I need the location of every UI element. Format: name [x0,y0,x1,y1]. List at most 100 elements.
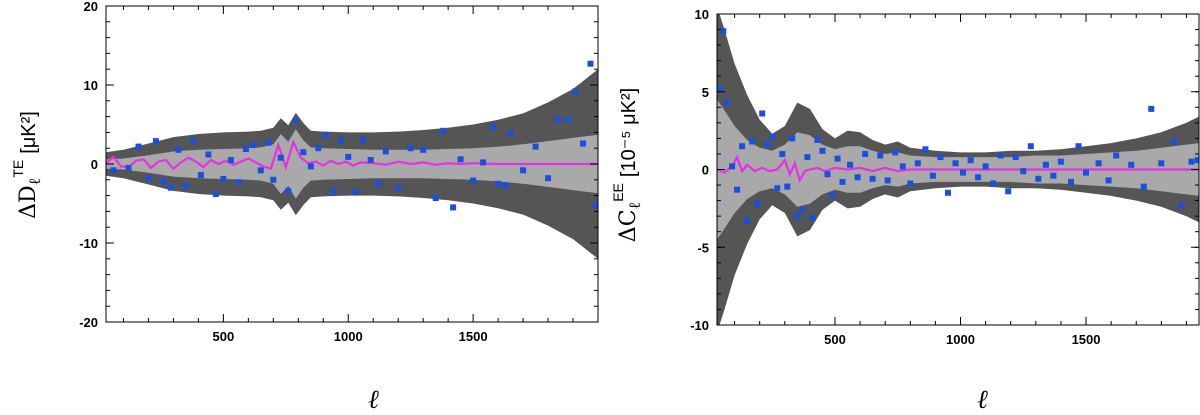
ee-data-point-12 [774,185,781,192]
te-data-point-20 [270,176,277,183]
te-data-point-15 [235,179,242,186]
te-data-point-26 [315,145,322,152]
ee-data-point-38 [937,154,944,161]
te-y-label-main: ΔD [16,185,41,219]
te-data-point-2 [135,143,142,150]
ee-data-point-36 [922,146,929,153]
te-data-point-46 [495,180,502,187]
te-plot-area [106,60,598,259]
te-data-point-28 [330,188,337,195]
te-data-point-3 [145,175,152,182]
te-data-point-55 [580,140,586,147]
ee-data-point-63 [1148,105,1155,112]
ee-data-point-4 [734,186,741,193]
ee-data-point-58 [1095,160,1102,167]
ee-y-tick-label-3: 5 [702,85,709,100]
ee-data-point-25 [839,178,846,185]
ee-y-tick-label-2: 0 [702,163,709,178]
ee-y-tick-label-1: -5 [697,240,709,255]
ee-data-point-30 [877,152,884,159]
te-data-point-37 [407,145,414,152]
te-y-tick-label-3: 10 [84,78,98,93]
ee-data-point-39 [945,189,951,196]
ee-data-point-52 [1042,161,1049,168]
ee-data-point-64 [1158,160,1165,167]
ee-x-tick-label-2: 1500 [1072,332,1101,347]
ee-data-point-10 [764,141,771,148]
ee-data-point-43 [975,174,982,181]
te-y-label-sub: ℓ [25,177,44,185]
ee-data-point-28 [862,151,869,157]
te-data-point-8 [182,183,189,190]
ee-data-point-35 [914,160,921,167]
te-data-point-49 [520,167,527,174]
te-data-point-36 [395,184,402,191]
ee-data-point-41 [960,169,966,176]
te-data-point-52 [555,116,561,123]
ee-x-axis-label: ℓ [977,385,988,415]
te-residual-panel: 500 1000 1500 -20 -10 0 10 20 [79,0,599,344]
ee-y-label-main: ΔC [616,209,641,242]
te-data-point-14 [227,157,234,163]
ee-data-point-7 [749,138,756,145]
ee-data-point-59 [1105,177,1112,184]
te-data-point-21 [277,154,284,161]
ee-data-point-17 [799,206,806,213]
ee-data-point-56 [1075,143,1082,150]
ee-data-point-34 [907,180,914,187]
ee-y-tick-label-0: -10 [690,318,709,333]
ee-data-point-14 [784,183,791,190]
ee-data-point-24 [834,155,841,162]
te-data-point-50 [532,143,539,150]
te-data-point-42 [457,156,464,163]
ee-data-point-2 [724,99,730,106]
te-data-point-44 [480,159,487,166]
te-data-point-54 [572,88,579,95]
te-x-axis-label: ℓ [368,385,379,415]
ee-data-point-21 [819,147,826,154]
te-data-point-35 [382,148,389,155]
ee-data-point-67 [1188,158,1195,165]
te-data-point-30 [345,153,352,160]
ee-y-tick-label-4: 10 [695,7,709,22]
te-data-point-24 [300,149,307,156]
te-data-point-9 [190,137,197,144]
ee-data-point-32 [892,149,899,156]
te-data-point-22 [285,187,292,194]
ee-data-point-45 [990,180,997,187]
ee-data-point-62 [1140,183,1147,190]
te-data-point-11 [205,151,212,158]
te-data-point-33 [367,157,374,163]
te-data-point-39 [432,195,439,201]
ee-data-point-6 [744,217,751,224]
ee-data-point-22 [824,171,831,178]
ee-data-point-13 [779,151,786,157]
te-data-point-32 [360,136,367,143]
ee-data-point-20 [814,137,821,143]
ee-data-point-26 [847,161,854,168]
ee-data-point-46 [997,152,1004,159]
ee-y-label-sup: EE [610,183,626,202]
ee-data-point-60 [1113,152,1120,159]
ee-data-point-47 [1005,188,1012,195]
ee-y-label-unit: [10⁻⁵ μK²] [618,88,640,177]
ee-plot-area [717,14,1199,325]
ee-y-axis-label: ΔCℓEE [10⁻⁵ μK²] [610,88,644,242]
ee-data-point-19 [809,214,816,221]
te-data-point-57 [592,202,598,209]
te-data-point-56 [587,60,594,67]
ee-data-point-11 [769,133,776,140]
te-data-point-45 [490,123,497,130]
ee-data-point-48 [1012,154,1019,161]
ee-data-point-61 [1128,161,1135,168]
ee-data-point-37 [929,172,936,179]
ee-data-point-0 [717,85,723,92]
te-y-tick-label-2: 0 [91,157,98,172]
te-y-label-sup: TE [10,160,26,178]
ee-data-point-8 [754,200,761,207]
te-data-point-23 [292,117,299,124]
ee-data-point-54 [1057,158,1064,165]
te-y-tick-label-1: -10 [79,236,98,251]
ee-data-point-23 [829,192,836,199]
ee-data-point-55 [1068,178,1074,185]
